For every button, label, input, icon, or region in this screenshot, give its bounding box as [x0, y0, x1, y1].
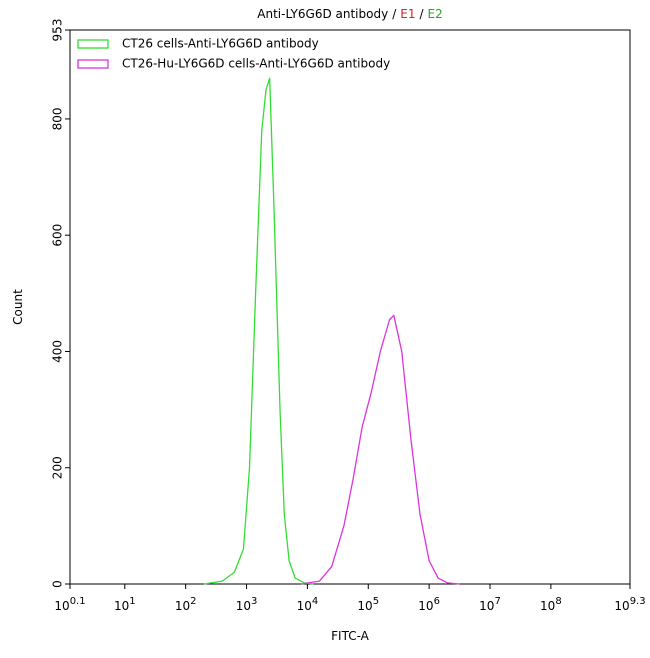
x-tick-base: 10: [54, 599, 69, 613]
series-line: [203, 77, 314, 585]
x-tick-exponent: 1: [129, 596, 135, 607]
x-tick-exponent: 9.3: [630, 596, 646, 607]
y-tick-label: 953: [51, 19, 65, 42]
y-tick-label: 800: [51, 107, 65, 130]
title-part: E2: [428, 7, 443, 21]
x-axis-label: FITC-A: [331, 629, 370, 643]
x-tick-exponent: 0.1: [70, 596, 86, 607]
title-part: Anti-LY6G6D antibody: [257, 7, 388, 21]
x-tick-base: 10: [297, 599, 312, 613]
x-tick-label: 104: [297, 596, 319, 613]
title-part: E1: [400, 7, 415, 21]
x-tick-exponent: 6: [434, 596, 440, 607]
x-tick-base: 10: [175, 599, 190, 613]
x-tick-label: 100.1: [54, 596, 85, 613]
x-tick-exponent: 2: [190, 596, 196, 607]
y-tick-label: 600: [51, 224, 65, 247]
x-tick-exponent: 3: [251, 596, 257, 607]
x-tick-exponent: 4: [312, 596, 318, 607]
x-tick-label: 106: [418, 596, 440, 613]
x-tick-base: 10: [357, 599, 372, 613]
x-tick-exponent: 5: [373, 596, 379, 607]
legend-label: CT26-Hu-LY6G6D cells-Anti-LY6G6D antibod…: [122, 57, 390, 71]
y-tick-label: 0: [51, 580, 65, 588]
y-axis-label: Count: [11, 289, 25, 325]
chart-title: Anti-LY6G6D antibody / E1/E2: [257, 7, 442, 21]
legend-swatch: [77, 39, 109, 49]
x-tick-exponent: 7: [494, 596, 500, 607]
x-tick-base: 10: [540, 599, 555, 613]
x-tick-base: 10: [479, 599, 494, 613]
x-tick-base: 10: [236, 599, 251, 613]
x-tick-label: 109.3: [614, 596, 645, 613]
legend: [72, 32, 472, 74]
x-tick-base: 10: [614, 599, 629, 613]
x-tick-base: 10: [114, 599, 129, 613]
title-part: /: [419, 7, 424, 21]
x-tick-label: 105: [357, 596, 379, 613]
x-tick-exponent: 8: [555, 596, 561, 607]
x-tick-label: 102: [175, 596, 197, 613]
series-line: [301, 314, 460, 585]
x-tick-label: 107: [479, 596, 501, 613]
y-tick-label: 400: [51, 340, 65, 363]
legend-swatch: [77, 59, 109, 69]
y-tick-label: 200: [51, 456, 65, 479]
x-tick-label: 101: [114, 596, 136, 613]
title-part: /: [392, 7, 397, 21]
x-tick-label: 108: [540, 596, 562, 613]
x-tick-base: 10: [418, 599, 433, 613]
plot-frame: [69, 29, 631, 585]
x-tick-label: 103: [236, 596, 258, 613]
legend-label: CT26 cells-Anti-LY6G6D antibody: [122, 37, 319, 51]
